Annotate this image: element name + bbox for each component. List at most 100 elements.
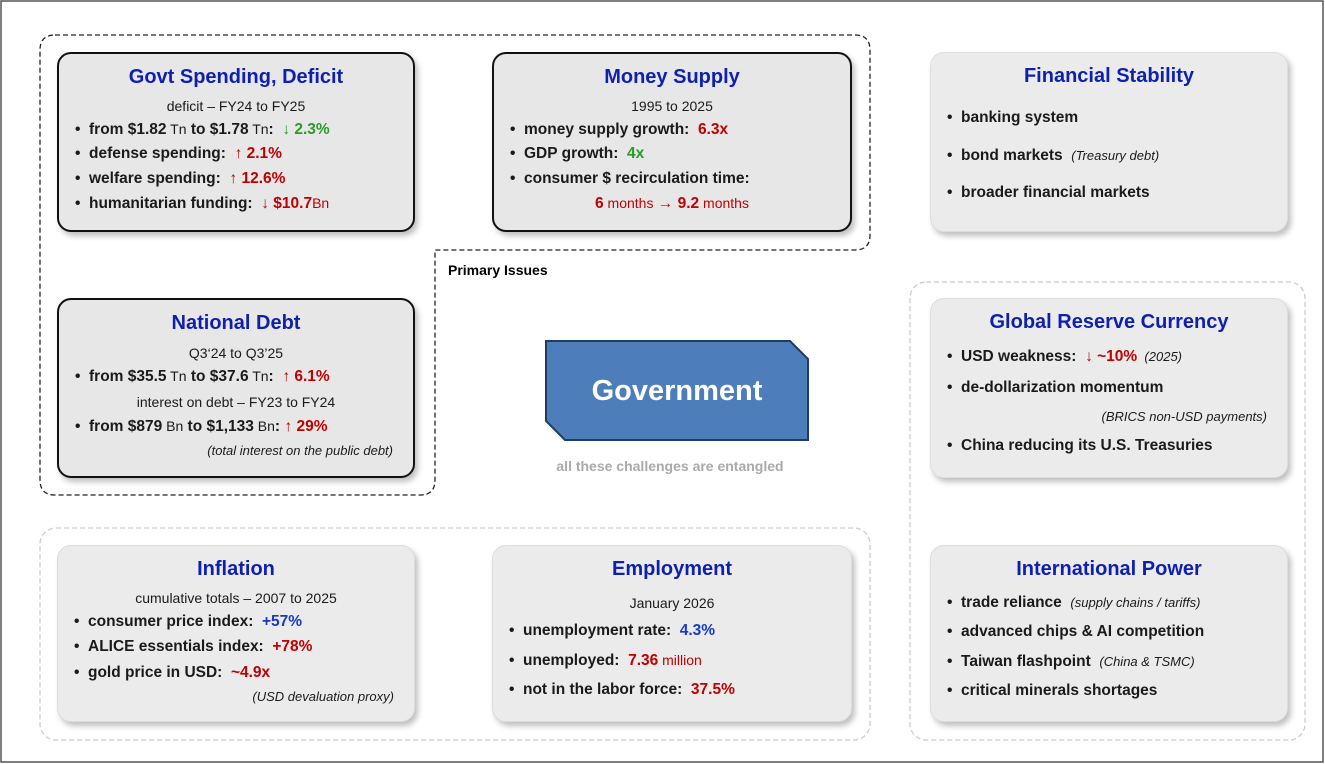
segment: Tn [248, 120, 269, 137]
segment: : [268, 368, 283, 386]
bullet-item: unemployed: 7.36 million [509, 651, 831, 670]
segment: to $37.6 [186, 368, 249, 386]
segment: de-dollarization momentum [961, 378, 1164, 396]
card: Govt Spending, Deficit deficit – FY24 to … [57, 52, 415, 232]
card-lines: USD weakness: ↓ ~10% (2025) de-dollarizat… [947, 336, 1267, 467]
segment: from $35.5 [89, 368, 167, 386]
segment: defense spending: [89, 145, 235, 163]
detail: 6 months → 9.2 months [514, 195, 830, 213]
bullet-item: humanitarian funding: ↓ $10.7Bn [75, 195, 393, 213]
note: (BRICS non-USD payments) [1101, 409, 1267, 425]
card: Inflation cumulative totals – 2007 to 202… [57, 545, 415, 722]
segment: ↑ 6.1% [282, 368, 330, 386]
segment: from $879 [89, 417, 163, 435]
segment: ↑ 2.1% [234, 145, 282, 163]
segment: humanitarian funding: [89, 195, 262, 213]
bullet-item: advanced chips & AI competition [947, 623, 1267, 641]
government-shape [545, 340, 809, 441]
segment: 37.5% [690, 681, 735, 699]
card-lines: Q3‘24 to Q3’25 from $35.5 Tn to $37.6 Tn:… [75, 337, 393, 466]
segment: 4x [627, 145, 645, 163]
card-lines: deficit – FY24 to FY25 from $1.82 Tn to $… [75, 91, 393, 220]
card: Financial Stability banking system bond ma… [930, 52, 1288, 232]
government-label: Government [591, 374, 763, 407]
bullet-item: welfare spending: ↑ 12.6% [75, 170, 393, 188]
bullet-item: USD weakness: ↓ ~10% (2025) [947, 348, 1267, 366]
card-title: Govt Spending, Deficit [128, 66, 344, 88]
segment: 6.3x [697, 120, 729, 138]
card-lines: January 2026unemployment rate: 4.3%unemp… [509, 583, 831, 711]
card: Employment January 2026 unemployment rate:… [492, 545, 852, 722]
segment: trade reliance [961, 594, 1071, 612]
segment: advanced chips & AI competition [961, 623, 1205, 641]
card-title: International Power [1016, 558, 1202, 580]
bullet-item: consumer $ recirculation time: [510, 170, 830, 188]
segment: Bn [253, 417, 275, 434]
subtitle: 1995 to 2025 [631, 97, 713, 114]
card-title: National Debt [171, 312, 301, 334]
segment: Bn [312, 195, 330, 212]
card-lines: trade reliance (supply chains / tariffs)… [947, 583, 1267, 711]
segment: consumer price index: [88, 613, 262, 631]
segment: million [658, 651, 702, 668]
note: (USD devaluation proxy) [252, 688, 394, 704]
segment: ~4.9x [230, 663, 271, 681]
segment: banking system [961, 109, 1079, 127]
segment: ↑ 29% [284, 417, 328, 435]
bullet-item: GDP growth: 4x [510, 145, 830, 163]
card-lines: 1995 to 2025 money supply growth: 6.3x GDP… [510, 91, 830, 220]
segment: ALICE essentials index: [88, 638, 273, 656]
card-title: Financial Stability [1023, 65, 1195, 87]
card: Global Reserve Currency USD weakness: ↓ ~… [930, 298, 1288, 478]
segment: months [603, 195, 654, 212]
caption: all these challenges are entangled [556, 458, 784, 474]
bullet-item: Taiwan flashpoint (China & TSMC) [947, 652, 1267, 671]
segment: 4.3% [679, 622, 716, 640]
segment: China reducing its U.S. Treasuries [961, 436, 1213, 454]
segment: broader financial markets [961, 183, 1150, 201]
primary-issues-label: Primary Issues [448, 262, 548, 278]
segment: ↓ ~10% [1085, 348, 1138, 366]
segment: ↓ 2.3% [282, 120, 330, 138]
bullet-item: gold price in USD: ~4.9x [74, 663, 394, 682]
segment: ↑ 12.6% [229, 170, 286, 188]
bullet-item: defense spending: ↑ 2.1% [75, 145, 393, 163]
bullet-item: ALICE essentials index: +78% [74, 638, 394, 656]
subtitle: Q3‘24 to Q3’25 [188, 344, 284, 361]
segment: gold price in USD: [88, 663, 231, 681]
bullet-item: bond markets (Treasury debt) [947, 147, 1267, 165]
segment: critical minerals shortages [961, 681, 1158, 699]
card: International Power trade reliance (suppl… [930, 545, 1288, 722]
bullet-item: from $1.82 Tn to $1.78 Tn: ↓ 2.3% [75, 120, 393, 139]
segment: +57% [262, 613, 303, 631]
primary-frame [39, 34, 871, 496]
card-lines: cumulative totals – 2007 to 2025 consumer… [74, 583, 394, 711]
segment: months [699, 195, 749, 212]
segment: Tn [166, 368, 187, 385]
segment: USD weakness: [961, 348, 1086, 366]
bullet-item: broader financial markets [947, 183, 1267, 202]
subtitle: deficit – FY24 to FY25 [166, 97, 306, 114]
note: (total interest on the public debt) [207, 443, 393, 459]
bullet-item: de-dollarization momentum [947, 378, 1267, 397]
segment: : [274, 417, 285, 435]
bullet-item: not in the labor force: 37.5% [509, 681, 831, 699]
bullet-item: critical minerals shortages [947, 681, 1267, 700]
bullet-item: money supply growth: 6.3x [510, 120, 830, 139]
segment: welfare spending: [89, 170, 230, 188]
segment: Bn [162, 417, 184, 434]
segment: → 9.2 [653, 195, 700, 213]
segment: Taiwan flashpoint [961, 652, 1100, 670]
segment: 6 [595, 195, 604, 213]
segment: to $1,133 [183, 417, 254, 435]
bullet-item: from $879 Bn to $1,133 Bn: ↑ 29% [75, 417, 393, 436]
card: Money Supply 1995 to 2025 money supply gro… [492, 52, 852, 232]
bullet-item: banking system [947, 109, 1267, 127]
segment: (China & TSMC) [1099, 653, 1195, 669]
segment: unemployed: [523, 651, 629, 669]
segment: ↓ $10.7 [261, 195, 313, 213]
segment: consumer $ recirculation time: [524, 170, 750, 188]
